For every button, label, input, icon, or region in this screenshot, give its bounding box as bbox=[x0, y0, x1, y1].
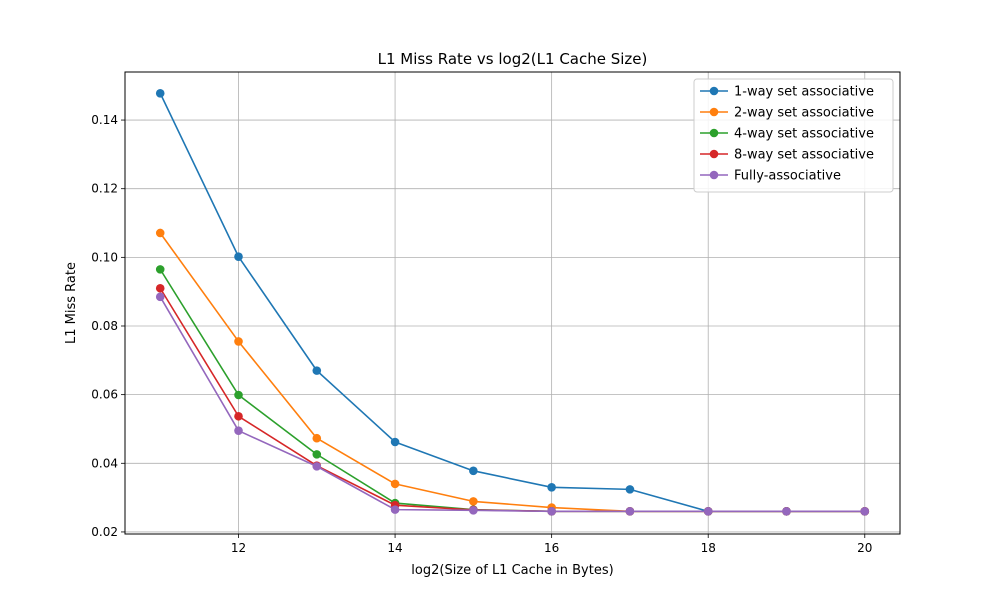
data-point bbox=[390, 437, 400, 447]
legend-item: 8-way set associative bbox=[700, 148, 874, 163]
y-tick-label: 0.02 bbox=[91, 525, 118, 539]
y-tick-label: 0.10 bbox=[91, 250, 118, 264]
legend-item: Fully-associative bbox=[700, 169, 841, 184]
legend-label: 4-way set associative bbox=[734, 127, 874, 142]
data-point bbox=[469, 466, 478, 476]
series-layer bbox=[155, 88, 870, 516]
chart-title: L1 Miss Rate vs log2(L1 Cache Size) bbox=[378, 50, 648, 68]
x-tick-label: 18 bbox=[701, 541, 716, 555]
legend-marker bbox=[709, 149, 719, 159]
y-tick-label: 0.14 bbox=[91, 113, 118, 127]
legend-marker bbox=[709, 86, 719, 96]
legend-item: 2-way set associative bbox=[700, 106, 874, 121]
y-tick-label: 0.08 bbox=[91, 319, 118, 333]
data-point bbox=[547, 507, 556, 516]
legend-marker bbox=[709, 170, 719, 180]
series-line bbox=[159, 296, 865, 513]
legend-label: 8-way set associative bbox=[734, 148, 874, 163]
x-axis: 12 14 16 18 20 bbox=[231, 534, 872, 555]
legend-box bbox=[693, 78, 894, 193]
data-point bbox=[155, 265, 165, 274]
x-axis-label: log2(Size of L1 Cache in Bytes) bbox=[411, 563, 613, 578]
legend-marker bbox=[709, 128, 719, 138]
y-axis-label: L1 Miss Rate bbox=[64, 262, 79, 344]
data-point bbox=[234, 426, 243, 435]
data-point bbox=[547, 483, 556, 492]
data-point bbox=[312, 450, 322, 459]
data-point bbox=[155, 228, 165, 238]
legend-item: 1-way set associative bbox=[700, 85, 874, 100]
data-point bbox=[234, 252, 243, 261]
data-point bbox=[155, 88, 165, 98]
y-tick-label: 0.06 bbox=[91, 388, 118, 402]
y-axis: 0.02 0.04 0.06 0.08 0.10 0.12 0.14 bbox=[91, 113, 125, 539]
legend-label: Fully-associative bbox=[734, 169, 841, 184]
x-tick-label: 14 bbox=[387, 541, 402, 555]
data-point bbox=[469, 506, 478, 515]
data-point bbox=[860, 507, 870, 516]
data-point bbox=[234, 411, 243, 421]
data-point bbox=[234, 337, 243, 346]
plot-frame bbox=[124, 71, 901, 535]
data-point bbox=[155, 283, 165, 293]
series-5 bbox=[155, 292, 870, 516]
x-tick-label: 20 bbox=[857, 541, 872, 555]
data-point bbox=[390, 505, 400, 514]
y-tick-label: 0.12 bbox=[91, 182, 118, 196]
data-point bbox=[312, 462, 322, 471]
legend: 1-way set associative 2-way set associati… bbox=[693, 78, 894, 193]
legend-item: 4-way set associative bbox=[700, 127, 874, 142]
y-tick-label: 0.04 bbox=[91, 456, 118, 470]
data-point bbox=[782, 507, 791, 516]
data-point bbox=[234, 390, 243, 400]
x-tick-label: 12 bbox=[231, 541, 246, 555]
data-point bbox=[469, 497, 478, 506]
legend-label: 2-way set associative bbox=[734, 106, 874, 121]
data-point bbox=[625, 485, 635, 494]
x-tick-label: 16 bbox=[544, 541, 559, 555]
legend-label: 1-way set associative bbox=[734, 85, 874, 100]
data-point bbox=[390, 479, 400, 489]
data-point bbox=[155, 292, 165, 302]
legend-marker bbox=[709, 107, 719, 117]
data-point bbox=[703, 507, 713, 516]
data-point bbox=[625, 507, 635, 516]
data-point bbox=[312, 366, 322, 375]
data-point bbox=[312, 433, 322, 443]
